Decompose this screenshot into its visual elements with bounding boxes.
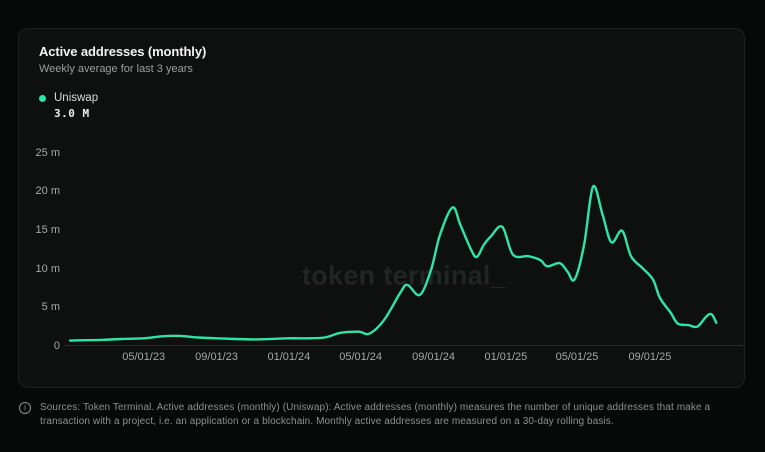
source-footnote-text: Sources: Token Terminal. Active addresse… bbox=[40, 402, 711, 427]
legend-series-label[interactable]: Uniswap bbox=[54, 92, 99, 104]
legend-latest-value: 3.0 M bbox=[54, 107, 90, 120]
series-color-dot-icon bbox=[39, 94, 46, 102]
token-terminal-watermark: token terminal_ bbox=[301, 260, 507, 291]
chart-card: Active addresses (monthly) Weekly averag… bbox=[18, 28, 745, 388]
chart-title: Active addresses (monthly) bbox=[39, 44, 207, 59]
chart-subtitle: Weekly average for last 3 years bbox=[39, 63, 193, 75]
chart-legend: Uniswap bbox=[39, 92, 98, 104]
info-icon[interactable]: i bbox=[19, 402, 31, 414]
source-footnote: i Sources: Token Terminal. Active addres… bbox=[19, 401, 749, 428]
